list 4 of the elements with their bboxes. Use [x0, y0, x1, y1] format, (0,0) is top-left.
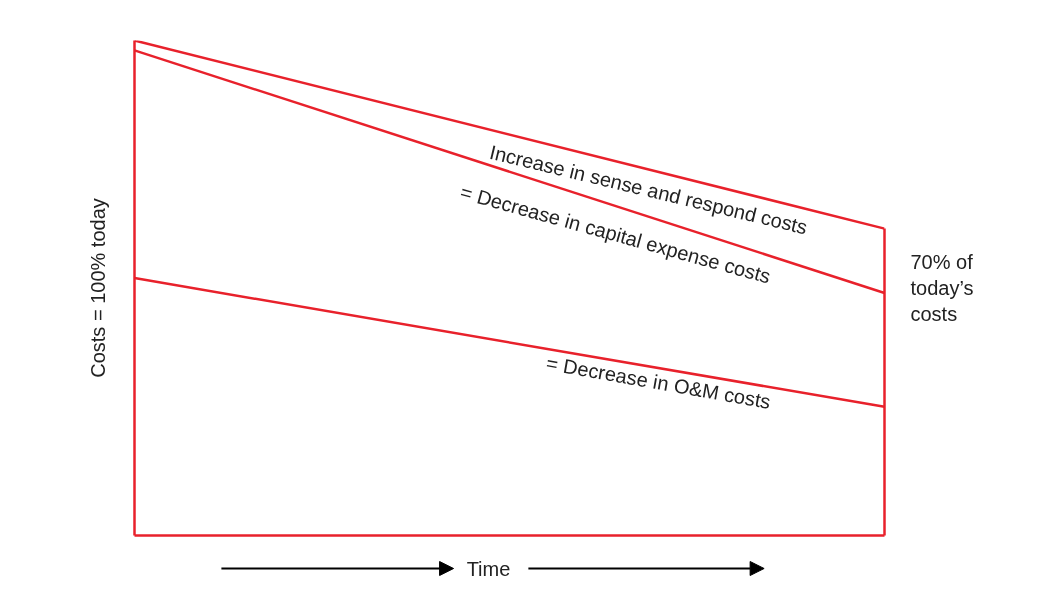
- annotation: = Decrease in O&M costs: [544, 351, 773, 413]
- y-axis-title: Costs = 100% today: [86, 198, 109, 378]
- annotation: 70% of today’s costs: [910, 250, 974, 326]
- x-axis-title: Time: [466, 557, 511, 580]
